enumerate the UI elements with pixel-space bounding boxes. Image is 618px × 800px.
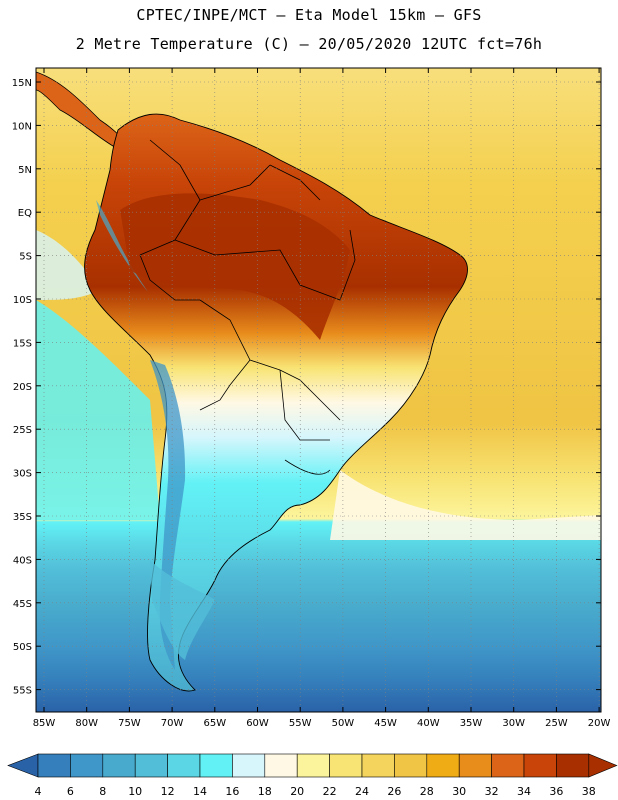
colorbar-label: 16 — [225, 785, 239, 798]
pacific-cool-water — [36, 300, 160, 520]
colorbar-arrow-high — [588, 753, 618, 778]
colorbar-swatch — [296, 753, 330, 778]
lat-label: 15N — [12, 78, 32, 89]
colorbar-swatch — [394, 753, 428, 778]
lon-label: 35W — [460, 718, 483, 729]
atlantic-mild-water — [330, 470, 601, 540]
lon-label: 85W — [33, 718, 56, 729]
patagonia-cold — [150, 560, 215, 660]
map-frame — [35, 67, 602, 713]
colorbar-swatch — [70, 753, 104, 778]
colorbar-label: 4 — [35, 785, 42, 798]
graticule — [36, 68, 601, 712]
colorbar: 4 6 8 10 12 14 16 18 20 22 24 26 28 30 32 34 36 38 — [7, 753, 618, 798]
colorbar-swatch — [329, 753, 363, 778]
map-subtitle: 2 Metre Temperature (C) – 20/05/2020 12U… — [75, 35, 543, 53]
lat-label: 5N — [18, 165, 32, 176]
lon-label: 55W — [289, 718, 312, 729]
colorbar-label: 18 — [258, 785, 272, 798]
colorbar-label: 38 — [582, 785, 596, 798]
country-borders — [139, 139, 356, 475]
lon-label: 65W — [203, 718, 226, 729]
lat-label: 5S — [19, 252, 32, 263]
colorbar-label: 32 — [485, 785, 499, 798]
lat-label: 20S — [13, 382, 32, 393]
lat-label: 55S — [13, 686, 32, 697]
lon-label: 75W — [118, 718, 141, 729]
colorbar-swatch — [264, 753, 298, 778]
colorbar-label: 26 — [387, 785, 401, 798]
lon-label: 50W — [332, 718, 355, 729]
lat-label: 30S — [13, 469, 32, 480]
colorbar-swatch — [102, 753, 136, 778]
colorbar-swatch — [167, 753, 201, 778]
colorbar-swatch — [458, 753, 492, 778]
colorbar-label: 34 — [517, 785, 531, 798]
lon-label: 25W — [545, 718, 568, 729]
colorbar-label: 20 — [290, 785, 304, 798]
colorbar-swatch — [556, 753, 590, 778]
colorbar-label: 24 — [355, 785, 369, 798]
lon-label: 30W — [502, 718, 525, 729]
lat-label: 25S — [13, 425, 32, 436]
colorbar-label: 28 — [420, 785, 434, 798]
lat-label: 15S — [13, 338, 32, 349]
colorbar-swatch — [134, 753, 168, 778]
colorbar-arrow-low — [7, 753, 39, 778]
lat-label: 50S — [13, 642, 32, 653]
colorbar-swatch — [361, 753, 395, 778]
colorbar-swatch — [199, 753, 233, 778]
latitude-axis: 15N 10N 5N EQ 5S 10S 15S 20S 25S 30S 35S 40S 45S 50S 5… — [12, 78, 601, 697]
lon-label: 20W — [588, 718, 611, 729]
map-title: CPTEC/INPE/MCT – Eta Model 15km – GFS — [136, 6, 482, 24]
lat-label: 40S — [13, 555, 32, 566]
andes-north-cold — [96, 200, 148, 292]
lat-label: 10N — [12, 121, 32, 132]
lon-label: 70W — [161, 718, 184, 729]
amazon-hot-core — [120, 193, 350, 340]
lat-label: EQ — [18, 208, 32, 219]
colorbar-label: 10 — [128, 785, 142, 798]
lat-label: 45S — [13, 599, 32, 610]
colorbar-label: 30 — [452, 785, 466, 798]
colorbar-label: 36 — [549, 785, 563, 798]
colorbar-label: 22 — [323, 785, 337, 798]
colorbar-swatch — [37, 753, 71, 778]
colorbar-label: 6 — [67, 785, 74, 798]
longitude-axis: 85W 80W 75W 70W 65W 60W 55W 50W 45W 40W 35W 30W 25W 2… — [33, 68, 611, 729]
lon-label: 80W — [75, 718, 98, 729]
lon-label: 45W — [374, 718, 397, 729]
map-area — [36, 68, 601, 712]
colorbar-label: 8 — [99, 785, 106, 798]
pacific-mild-water — [36, 230, 100, 300]
colorbar-swatch — [426, 753, 460, 778]
colorbar-swatch — [491, 753, 525, 778]
colorbar-swatch — [232, 753, 266, 778]
lat-label: 10S — [13, 295, 32, 306]
colorbar-swatch — [523, 753, 557, 778]
lon-label: 60W — [246, 718, 269, 729]
lat-label: 35S — [13, 512, 32, 523]
colorbar-label: 12 — [161, 785, 175, 798]
andes-cold — [150, 360, 186, 670]
colorbar-label: 14 — [193, 785, 207, 798]
lon-label: 40W — [417, 718, 440, 729]
